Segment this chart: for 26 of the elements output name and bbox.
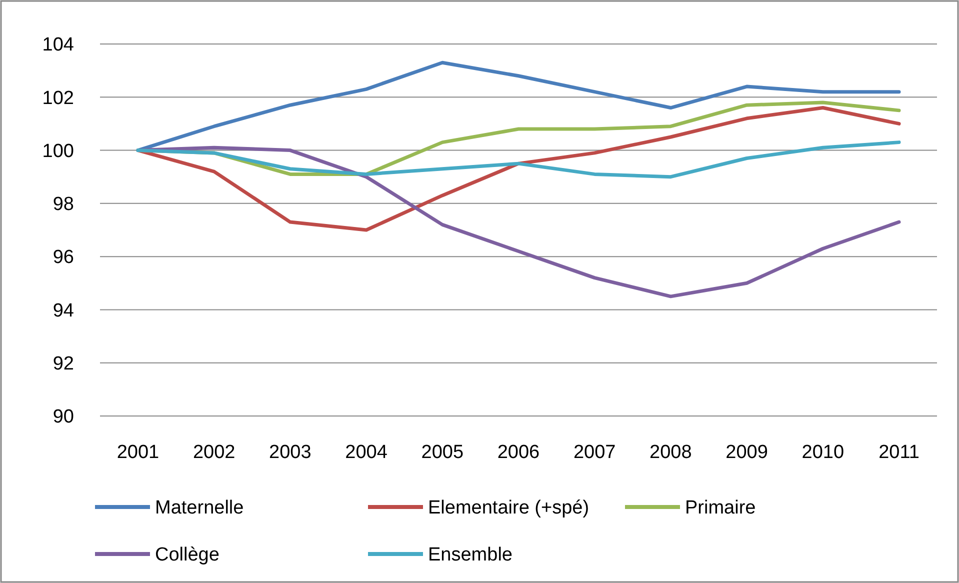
y-tick-label: 92 bbox=[52, 354, 74, 375]
y-tick-label: 90 bbox=[52, 406, 74, 428]
x-tick-label: 2006 bbox=[497, 442, 540, 463]
x-tick-label: 2004 bbox=[345, 442, 388, 463]
y-tick-label: 96 bbox=[52, 247, 74, 268]
x-tick-label: 2009 bbox=[726, 442, 768, 463]
line-series bbox=[136, 106, 901, 232]
y-tick-label: 100 bbox=[42, 140, 74, 162]
y-tick-label: 102 bbox=[42, 88, 74, 109]
legend-label: Maternelle bbox=[155, 498, 244, 519]
line-series bbox=[136, 140, 901, 179]
y-tick-label: 94 bbox=[52, 300, 74, 322]
x-tick-label: 2002 bbox=[192, 442, 236, 463]
y-tick-label: 104 bbox=[42, 34, 74, 56]
x-tick-label: 2003 bbox=[269, 442, 312, 463]
x-tick-label: 2001 bbox=[116, 442, 160, 463]
legend-label: Elementaire (+spé) bbox=[428, 498, 590, 519]
legend-label: Collège bbox=[155, 544, 220, 566]
x-tick-label: 2005 bbox=[421, 442, 464, 463]
legend-label: Ensemble bbox=[428, 544, 512, 566]
x-tick-label: 2007 bbox=[573, 442, 616, 463]
y-tick-label: 98 bbox=[52, 194, 74, 216]
x-tick-label: 2008 bbox=[650, 442, 692, 463]
x-tick-label: 2011 bbox=[878, 442, 920, 463]
legend-label: Primaire bbox=[685, 498, 756, 519]
x-tick-label: 2010 bbox=[802, 442, 844, 463]
